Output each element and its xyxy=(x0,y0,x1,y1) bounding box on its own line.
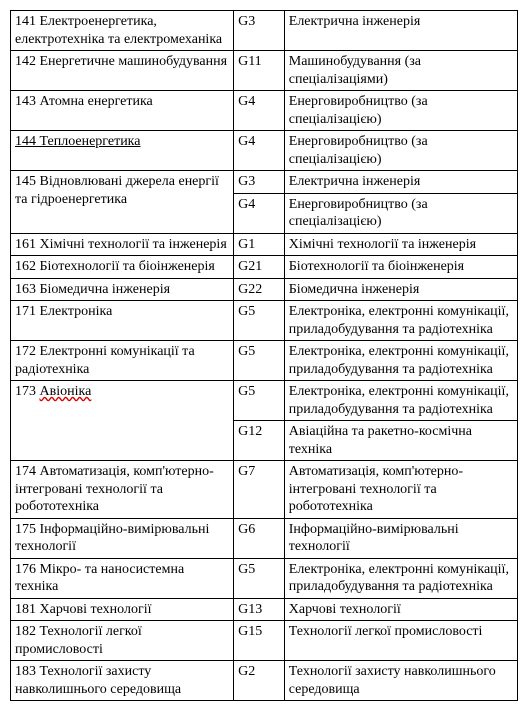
cell-code: G15 xyxy=(234,621,285,661)
cell-right: Автоматизація, комп'ютерно-інтегровані т… xyxy=(284,461,517,519)
cell-code: G11 xyxy=(234,51,285,91)
table-row: 145 Відновлювані джерела енергії та гідр… xyxy=(11,171,518,194)
cell-right: Енерговиробництво (за спеціалізацією) xyxy=(284,131,517,171)
cell-left: 172 Електронні комунікації та радіотехні… xyxy=(11,341,234,381)
cell-left: 182 Технології легкої промисловості xyxy=(11,621,234,661)
cell-left: 145 Відновлювані джерела енергії та гідр… xyxy=(11,171,234,234)
table-row: 173 АвіонікаG5Електроніка, електронні ко… xyxy=(11,381,518,421)
table-row: 144 ТеплоенергетикаG4Енерговиробництво (… xyxy=(11,131,518,171)
cell-right: Авіаційна та ракетно-космічна техніка xyxy=(284,421,517,461)
table-body: 141 Електроенергетика, електротехніка та… xyxy=(11,11,518,701)
cell-code: G21 xyxy=(234,256,285,279)
table-row: 162 Біотехнології та біоінженеріяG21Біот… xyxy=(11,256,518,279)
cell-right: Енерговиробництво (за спеціалізацією) xyxy=(284,193,517,233)
cell-right: Електрична інженерія xyxy=(284,171,517,194)
cell-code: G4 xyxy=(234,91,285,131)
cell-right: Електроніка, електронні комунікації, при… xyxy=(284,558,517,598)
table-row: 174 Автоматизація, комп'ютерно-інтегрова… xyxy=(11,461,518,519)
cell-right: Біомедична інженерія xyxy=(284,278,517,301)
cell-left: 144 Теплоенергетика xyxy=(11,131,234,171)
cell-code: G3 xyxy=(234,171,285,194)
cell-code: G5 xyxy=(234,381,285,421)
cell-right: Інформаційно-вимірювальні технології xyxy=(284,518,517,558)
cell-code: G5 xyxy=(234,301,285,341)
cell-left: 142 Енергетичне машинобудування xyxy=(11,51,234,91)
cell-code: G5 xyxy=(234,341,285,381)
table-row: 182 Технології легкої промисловостіG15Те… xyxy=(11,621,518,661)
cell-code: G6 xyxy=(234,518,285,558)
cell-right: Харчові технології xyxy=(284,598,517,621)
cell-right: Машинобудування (за спеціалізаціями) xyxy=(284,51,517,91)
cell-right: Енерговиробництво (за спеціалізацією) xyxy=(284,91,517,131)
table-row: 141 Електроенергетика, електротехніка та… xyxy=(11,11,518,51)
cell-left: 141 Електроенергетика, електротехніка та… xyxy=(11,11,234,51)
cell-code: G4 xyxy=(234,131,285,171)
table-row: 181 Харчові технологіїG13Харчові техноло… xyxy=(11,598,518,621)
cell-left: 176 Мікро- та наносистемна техніка xyxy=(11,558,234,598)
cell-code: G13 xyxy=(234,598,285,621)
cell-code: G4 xyxy=(234,193,285,233)
cell-left: 161 Хімічні технології та інженерія xyxy=(11,233,234,256)
cell-left: 183 Технології захисту навколишнього сер… xyxy=(11,661,234,701)
table-row: 175 Інформаційно-вимірювальні технології… xyxy=(11,518,518,558)
table-row: 143 Атомна енергетикаG4Енерговиробництво… xyxy=(11,91,518,131)
classification-table: 141 Електроенергетика, електротехніка та… xyxy=(10,10,518,701)
table-row: 142 Енергетичне машинобудуванняG11Машино… xyxy=(11,51,518,91)
cell-left: 173 Авіоніка xyxy=(11,381,234,461)
table-row: 176 Мікро- та наносистемна технікаG5Елек… xyxy=(11,558,518,598)
cell-right: Технології захисту навколишнього середов… xyxy=(284,661,517,701)
cell-left: 171 Електроніка xyxy=(11,301,234,341)
cell-right: Електрична інженерія xyxy=(284,11,517,51)
table-row: 163 Біомедична інженеріяG22Біомедична ін… xyxy=(11,278,518,301)
cell-left: 181 Харчові технології xyxy=(11,598,234,621)
table-row: 183 Технології захисту навколишнього сер… xyxy=(11,661,518,701)
cell-code: G2 xyxy=(234,661,285,701)
table-row: 172 Електронні комунікації та радіотехні… xyxy=(11,341,518,381)
cell-right: Електроніка, електронні комунікації, при… xyxy=(284,301,517,341)
cell-right: Хімічні технології та інженерія xyxy=(284,233,517,256)
cell-left: 162 Біотехнології та біоінженерія xyxy=(11,256,234,279)
cell-right: Технології легкої промисловості xyxy=(284,621,517,661)
cell-code: G1 xyxy=(234,233,285,256)
cell-code: G22 xyxy=(234,278,285,301)
cell-right: Електроніка, електронні комунікації, при… xyxy=(284,381,517,421)
table-row: 161 Хімічні технології та інженеріяG1Хім… xyxy=(11,233,518,256)
cell-right: Біотехнології та біоінженерія xyxy=(284,256,517,279)
table-row: 171 ЕлектронікаG5Електроніка, електронні… xyxy=(11,301,518,341)
cell-left: 175 Інформаційно-вимірювальні технології xyxy=(11,518,234,558)
cell-code: G12 xyxy=(234,421,285,461)
cell-left: 163 Біомедична інженерія xyxy=(11,278,234,301)
cell-left: 143 Атомна енергетика xyxy=(11,91,234,131)
cell-code: G5 xyxy=(234,558,285,598)
cell-left: 174 Автоматизація, комп'ютерно-інтегрова… xyxy=(11,461,234,519)
cell-right: Електроніка, електронні комунікації, при… xyxy=(284,341,517,381)
cell-code: G3 xyxy=(234,11,285,51)
cell-code: G7 xyxy=(234,461,285,519)
